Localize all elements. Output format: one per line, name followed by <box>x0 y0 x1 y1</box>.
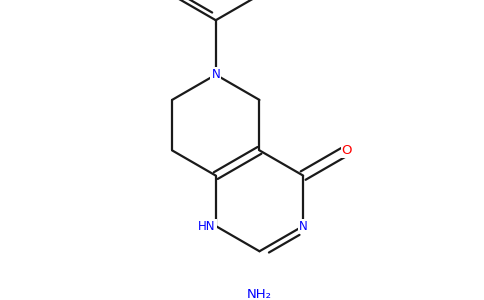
Text: N: N <box>212 68 220 81</box>
Text: O: O <box>342 144 352 157</box>
Text: HN: HN <box>198 220 216 232</box>
Text: NH₂: NH₂ <box>247 288 272 300</box>
Text: N: N <box>299 220 307 232</box>
